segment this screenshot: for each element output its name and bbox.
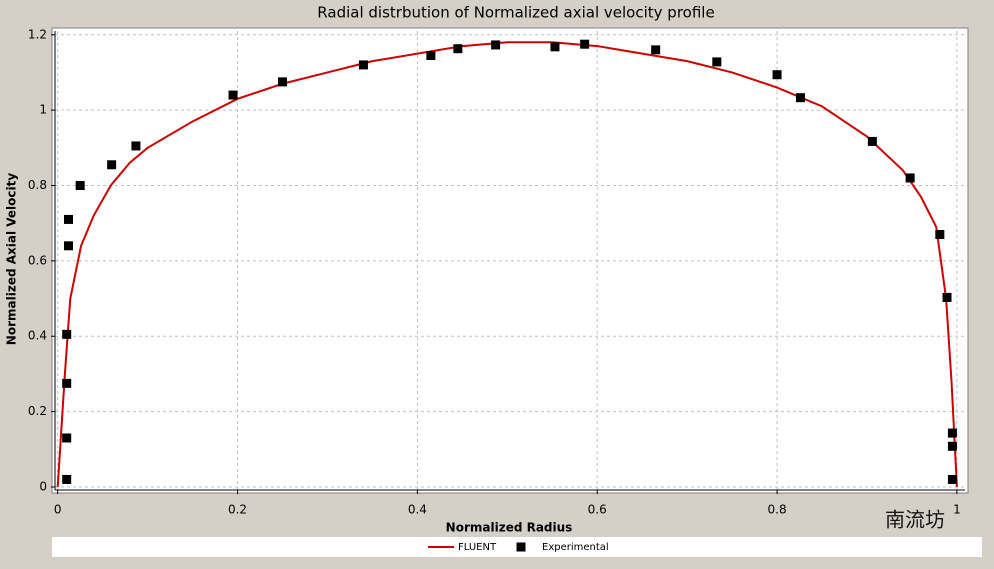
y-tick-label: 0.4 [28,329,47,343]
data-point [905,173,915,183]
data-point [62,433,72,443]
data-point [580,39,590,49]
data-point [228,90,238,100]
y-axis-label: Normalized Axial Velocity [5,173,19,346]
data-point [426,50,436,60]
data-point [453,44,463,54]
y-tick-label: 0.8 [28,178,47,192]
data-point [867,136,877,146]
data-point [795,93,805,103]
data-point [651,45,661,55]
data-point [935,229,945,239]
x-tick-label: 0.2 [228,503,247,517]
y-tick-label: 0.2 [28,404,47,418]
data-point [947,474,957,484]
data-point [107,160,117,170]
data-point [712,57,722,67]
y-tick-label: 1 [39,103,47,117]
x-tick-label: 0.4 [408,503,427,517]
data-point [62,378,72,388]
plot-area [51,27,969,494]
x-axis-label: Normalized Radius [446,521,573,535]
x-tick-label: 0 [54,503,62,517]
x-tick-label: 1 [953,503,961,517]
x-tick-label: 0.6 [588,503,607,517]
y-tick-label: 0 [39,479,47,493]
data-point [131,141,141,151]
legend-label: FLUENT [458,542,497,553]
watermark: 南流坊 [885,508,945,532]
data-point [278,77,287,87]
chart-title: Radial distrbution of Normalized axial v… [317,4,714,22]
data-point [63,241,73,251]
legend-swatch [516,542,526,552]
data-point [491,40,501,50]
data-point [550,42,560,52]
data-point [947,428,957,438]
data-point [62,329,72,339]
data-point [772,70,782,80]
y-tick-label: 1.2 [28,27,47,41]
legend-label: Experimental [542,542,609,553]
data-point [75,181,85,191]
data-point [358,60,368,70]
data-point [947,441,957,451]
data-point [62,474,72,484]
data-point [942,292,952,302]
y-tick-label: 0.6 [28,253,47,267]
data-point [63,214,73,224]
x-tick-label: 0.8 [768,503,787,517]
